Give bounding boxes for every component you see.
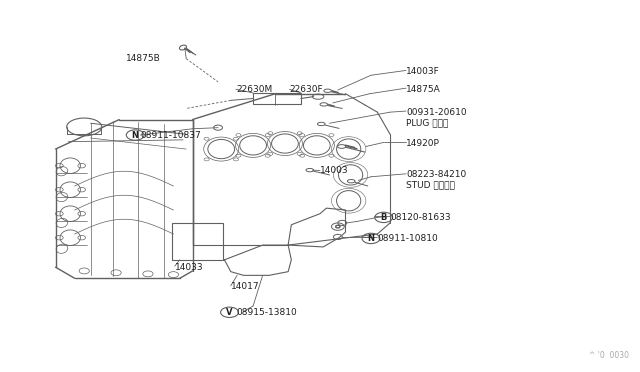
Text: 08223-84210: 08223-84210 [406, 170, 467, 179]
Text: 14875A: 14875A [406, 85, 441, 94]
Text: N: N [367, 234, 374, 243]
Text: 22630M: 22630M [236, 85, 272, 94]
Text: 00931-20610: 00931-20610 [406, 108, 467, 117]
Text: 08911-10810: 08911-10810 [378, 234, 438, 243]
Text: B: B [381, 213, 387, 222]
Text: STUD スタッド: STUD スタッド [406, 180, 455, 189]
Text: N: N [132, 131, 139, 140]
Text: 14033: 14033 [175, 263, 204, 272]
Text: 08915-13810: 08915-13810 [236, 308, 296, 317]
Text: 08911-10837: 08911-10837 [140, 131, 201, 140]
Text: PLUG プラグ: PLUG プラグ [406, 118, 449, 127]
Text: 14017: 14017 [231, 282, 259, 291]
Bar [172, 223, 223, 260]
Text: 08120-81633: 08120-81633 [390, 213, 451, 222]
Text: 14003F: 14003F [406, 67, 440, 76]
Bar [253, 93, 301, 104]
Text: 14003: 14003 [320, 166, 349, 175]
Text: 14875B: 14875B [125, 54, 161, 63]
Text: 22630F: 22630F [289, 85, 323, 94]
Text: 14920P: 14920P [406, 139, 440, 148]
Text: ^ '0  0030: ^ '0 0030 [589, 350, 629, 359]
Text: V: V [227, 308, 233, 317]
